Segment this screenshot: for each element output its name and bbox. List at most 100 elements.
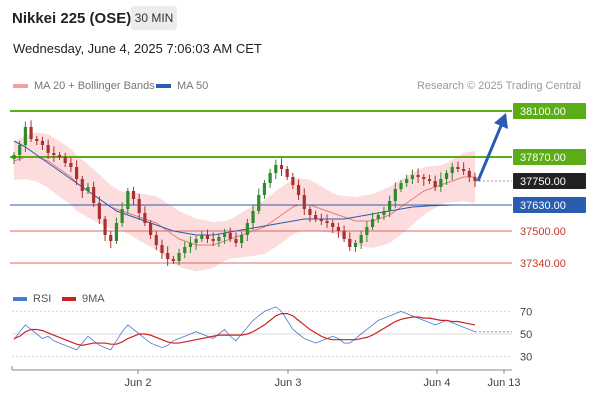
candle-body [46,145,50,153]
level-label-box-38100.00 [513,103,586,119]
bollinger-band [14,132,475,272]
candle-body [114,223,119,241]
ma50-swatch-icon [156,84,171,88]
candle-body [285,169,289,177]
rsi-series-9ma [13,313,476,346]
candle-body [433,181,437,187]
candle-body [177,253,181,261]
rsi-tick-70: 70 [520,306,532,318]
candle-body [331,223,335,227]
candle-body [63,157,67,163]
rsi-tick-30: 30 [520,352,532,364]
candle-body [103,219,107,235]
candle-body [268,173,272,183]
candle-body [279,165,284,169]
candle-body [416,175,420,177]
candle-body [69,163,73,167]
rsi-swatch-icon [13,297,27,301]
level-label-box-37870.00 [513,149,586,165]
candle-body [183,247,187,253]
level-label-37500.00: 37500.00 [520,226,566,238]
instrument-title: Nikkei 225 (OSE) [12,10,132,27]
candle-body [131,191,136,199]
candle-body [405,179,409,183]
candle-body [23,127,27,145]
level-label-box-37630.00 [513,197,586,213]
candle-body [422,177,426,179]
level-label-37340.00: 37340.00 [520,258,566,270]
legend-9ma-label: 9MA [82,293,105,305]
candle-body [245,223,249,235]
candle-body [353,243,358,247]
candle-body [120,209,124,223]
x-tick-label: Jun 13 [487,377,520,389]
candle-body [188,243,193,247]
candle-body [376,215,380,219]
candle-body [262,183,267,195]
candle-body [291,177,295,185]
candle-body [325,221,329,223]
candle-body [348,239,352,247]
candle-body [274,165,278,173]
candle-body [456,167,460,169]
candle-body [342,231,346,239]
candle-body [205,235,210,239]
candle-body [40,141,45,145]
candle-body [171,259,175,261]
candle-body [126,191,130,209]
candle-body [462,169,466,171]
forecast-arrow-shaft [476,120,505,182]
level-label-37870.00: 37870.00 [520,152,566,164]
legend-bollinger-label: MA 20 + Bollinger Bands [34,80,155,92]
level-label-37750.00: 37750.00 [520,176,566,188]
legend-9ma: 9MA [62,293,105,305]
rsi-tick-50: 50 [520,329,532,341]
candle-body [211,239,215,241]
candle-body [200,235,204,239]
level-label-37630.00: 37630.00 [520,200,566,212]
candle-body [450,167,454,173]
candle-body [382,211,386,215]
level-label-38100.00: 38100.00 [520,106,566,118]
legend-ma50: MA 50 [156,80,208,92]
ma50-line [13,140,475,236]
candle-body [336,227,341,231]
forecast-arrow-head [494,113,508,129]
candle-body [370,219,375,227]
candle-body [251,211,255,223]
rsi-series-rsi [13,306,476,351]
candle-body [444,173,449,179]
candle-body [97,203,101,219]
legend-rsi-label: RSI [33,293,52,305]
candle-body [154,235,158,245]
bollinger-swatch-icon [13,84,28,88]
x-tick-label: Jun 3 [275,377,302,389]
ma9-swatch-icon [62,297,76,301]
candle-body [29,127,33,139]
candles-group [12,120,477,266]
candle-body [194,239,198,243]
datetime-label: Wednesday, June 4, 2025 7:06:03 AM CET [13,41,262,56]
candle-body [217,237,221,241]
candle-body [166,253,170,259]
candle-body [222,233,227,237]
chart-header: Nikkei 225 (OSE) 30 MIN [0,0,590,36]
credit-text: Research © 2025 Trading Central [416,80,581,92]
candle-body [467,171,471,177]
candle-body [393,189,397,201]
candle-body [148,223,153,235]
x-tick-label: Jun 4 [424,377,451,389]
candle-body [109,235,113,241]
candle-body [57,155,62,157]
candle-body [319,219,323,221]
candle-body [92,187,96,203]
legend-ma50-label: MA 50 [177,80,209,92]
candle-body [234,239,238,243]
x-tick-label: Jun 2 [125,377,152,389]
candle-body [427,179,432,181]
candle-body [399,183,403,189]
candle-body [388,201,392,211]
timeframe-badge[interactable]: 30 MIN [131,6,177,30]
candle-body [308,209,312,215]
